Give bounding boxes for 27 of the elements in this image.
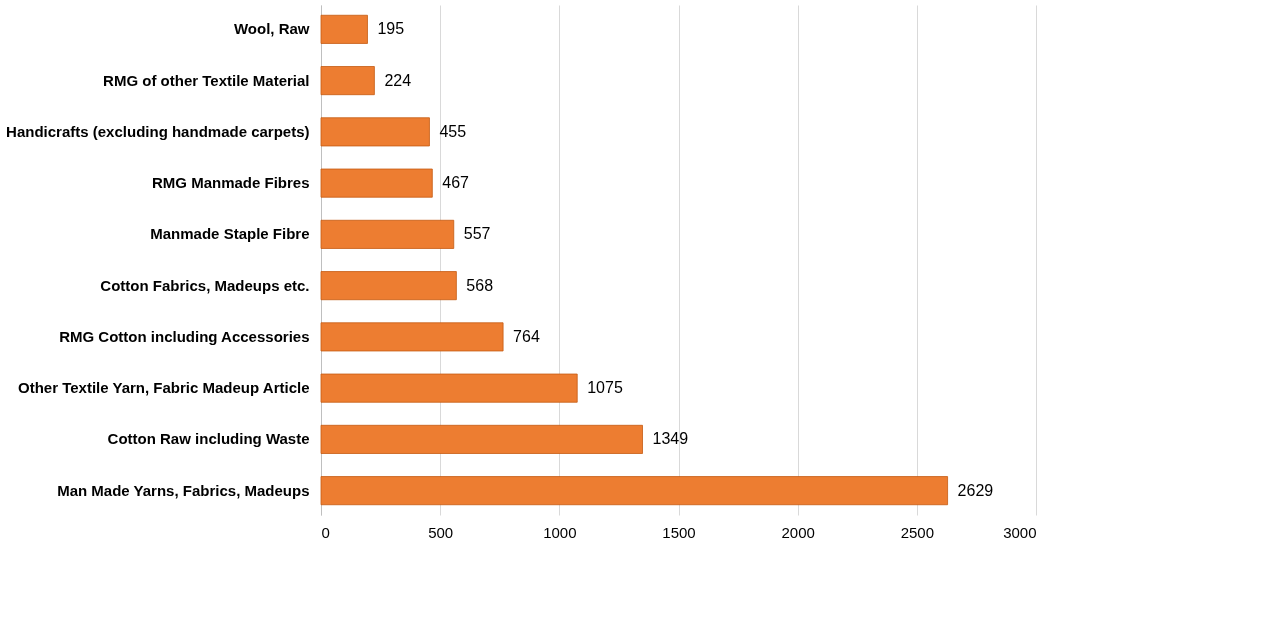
x-tick-label: 3000 bbox=[1003, 523, 1037, 541]
data-label: 455 bbox=[439, 122, 467, 140]
x-tick-label: 1500 bbox=[662, 523, 696, 541]
data-label: 764 bbox=[513, 327, 540, 345]
x-tick-label: 500 bbox=[428, 523, 454, 541]
data-label: 1349 bbox=[652, 430, 689, 448]
y-tick-label: Man Made Yarns, Fabrics, Madeups bbox=[57, 481, 310, 499]
y-tick-label: Handicrafts (excluding handmade carpets) bbox=[6, 122, 310, 140]
data-label: 195 bbox=[377, 20, 405, 38]
data-label: 557 bbox=[463, 225, 491, 243]
y-tick-label: Cotton Fabrics, Madeups etc. bbox=[100, 276, 310, 294]
y-tick-label: RMG Manmade Fibres bbox=[151, 174, 310, 192]
y-tick-label: RMG of other Textile Material bbox=[103, 71, 310, 89]
y-tick-label: Cotton Raw including Waste bbox=[107, 430, 310, 448]
x-tick-label: 1000 bbox=[543, 523, 577, 541]
data-label: 1075 bbox=[587, 379, 623, 397]
x-tick-label: 0 bbox=[321, 523, 330, 541]
data-label: 2629 bbox=[957, 481, 994, 499]
y-tick-label: Wool, Raw bbox=[233, 20, 310, 38]
y-tick-label: Manmade Staple Fibre bbox=[150, 225, 310, 243]
x-tick-label: 2500 bbox=[900, 523, 935, 541]
data-label: 467 bbox=[442, 174, 470, 192]
data-label: 568 bbox=[466, 276, 494, 294]
y-tick-label: Other Textile Yarn, Fabric Madeup Article bbox=[18, 379, 310, 397]
x-tick-label: 2000 bbox=[781, 523, 815, 541]
y-tick-label: RMG Cotton including Accessories bbox=[59, 327, 310, 345]
data-label: 224 bbox=[384, 71, 412, 89]
